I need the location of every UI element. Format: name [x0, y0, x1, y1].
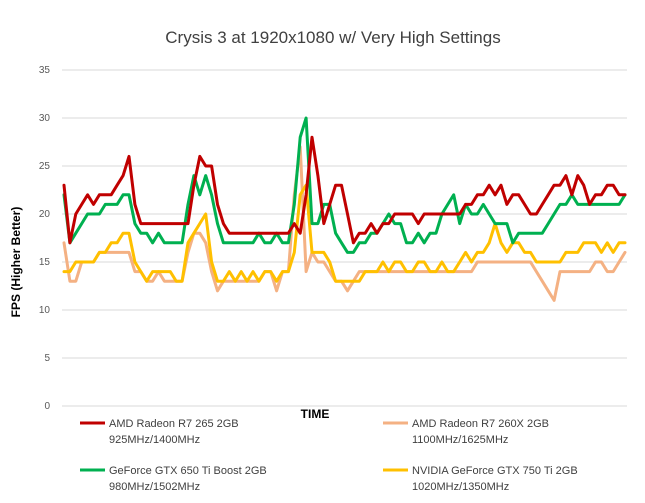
gridlines: [62, 69, 627, 407]
legend-item-r7-260x: AMD Radeon R7 260X 2GB 1100MHz/1625MHz: [383, 418, 549, 446]
y-tick-label-0: 0: [44, 401, 50, 412]
legend-label-r7-265: AMD Radeon R7 265 2GB: [109, 418, 239, 430]
legend-item-gtx-750-ti: NVIDIA GeForce GTX 750 Ti 2GB 1020MHz/13…: [383, 465, 578, 493]
legend-label-gtx-650-ti-boost: GeForce GTX 650 Ti Boost 2GB: [109, 465, 267, 477]
series-line-gtx-750-ti: [62, 183, 627, 283]
legend-sublabel-r7-265: 925MHz/1400MHz: [109, 434, 200, 446]
legend-item-r7-265: AMD Radeon R7 265 2GB 925MHz/1400MHz: [80, 418, 239, 446]
y-tick-label-30: 30: [39, 113, 51, 124]
chart-title: Crysis 3 at 1920x1080 w/ Very High Setti…: [165, 28, 500, 47]
y-tick-label-20: 20: [39, 209, 51, 220]
y-tick-label-15: 15: [39, 257, 51, 268]
legend-sublabel-gtx-750-ti: 1020MHz/1350MHz: [412, 481, 509, 493]
legend: AMD Radeon R7 265 2GB 925MHz/1400MHz AMD…: [80, 418, 578, 493]
y-tick-label-25: 25: [39, 161, 51, 172]
y-tick-labels: 0 5 10 15 20 25 30 35: [39, 65, 51, 412]
legend-label-gtx-750-ti: NVIDIA GeForce GTX 750 Ti 2GB: [412, 465, 578, 477]
series-lines: [62, 116, 627, 302]
legend-sublabel-r7-260x: 1100MHz/1625MHz: [412, 434, 508, 446]
x-axis-title: TIME: [301, 407, 330, 421]
y-axis-title: FPS (Higher Better): [9, 207, 23, 318]
y-tick-label-5: 5: [44, 353, 50, 364]
y-tick-label-10: 10: [39, 305, 51, 316]
legend-label-r7-260x: AMD Radeon R7 260X 2GB: [412, 418, 549, 430]
series-line-r7-265: [62, 135, 627, 245]
series-line-gtx-650-ti-boost: [62, 116, 627, 254]
series-line-r7-260x: [62, 145, 627, 302]
legend-sublabel-gtx-650-ti-boost: 980MHz/1502MHz: [109, 481, 200, 493]
legend-item-gtx-650-ti-boost: GeForce GTX 650 Ti Boost 2GB 980MHz/1502…: [80, 465, 267, 493]
y-tick-label-35: 35: [39, 65, 51, 76]
